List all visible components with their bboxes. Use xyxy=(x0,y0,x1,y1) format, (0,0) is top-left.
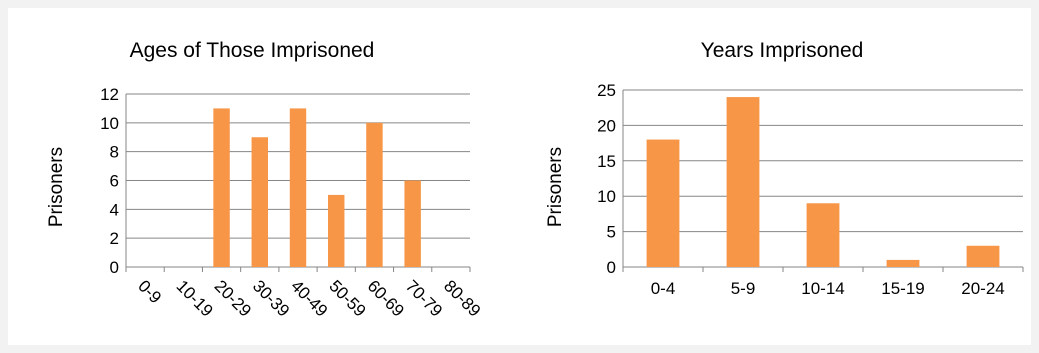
y-tick-label: 12 xyxy=(100,85,119,104)
years-chart: Years Imprisoned Prisoners 0 5 10 15 20 25 0-… xyxy=(545,39,1024,298)
ages-chart-bars xyxy=(213,108,421,268)
bar-70-79 xyxy=(404,180,421,267)
x-tick-label: 0-4 xyxy=(651,279,676,298)
y-tick-label: 8 xyxy=(110,143,119,162)
ages-chart-y-axis-label: Prisoners xyxy=(46,147,67,227)
years-chart-bars xyxy=(646,97,1000,267)
y-tick-label: 10 xyxy=(100,114,119,133)
ages-chart-title: Ages of Those Imprisoned xyxy=(130,39,375,62)
y-tick-label: 15 xyxy=(597,152,616,171)
years-chart-x-tick-labels: 0-4 5-9 10-14 15-19 20-24 xyxy=(651,279,1005,298)
years-chart-title: Years Imprisoned xyxy=(701,39,864,62)
bar-20-29 xyxy=(213,108,230,268)
bar-50-59 xyxy=(328,194,345,267)
bar-40-49 xyxy=(289,108,307,268)
y-tick-label: 0 xyxy=(110,258,119,277)
x-tick-label: 5-9 xyxy=(731,279,756,298)
y-tick-label: 4 xyxy=(110,200,119,219)
x-tick-label: 15-19 xyxy=(881,279,924,298)
bar-20-24 xyxy=(966,245,1000,267)
ages-chart: Ages of Those Imprisoned Prisoners 0 2 4 6 8… xyxy=(46,39,484,321)
bar-0-4 xyxy=(646,139,680,267)
chart-area-background xyxy=(8,8,1031,345)
y-tick-label: 10 xyxy=(597,187,616,206)
bar-60-69 xyxy=(366,122,383,267)
y-tick-label: 0 xyxy=(607,258,616,277)
years-chart-y-tick-labels: 0 5 10 15 20 25 xyxy=(597,81,616,277)
bar-15-19 xyxy=(886,259,920,267)
bar-10-14 xyxy=(806,203,840,267)
x-tick-label: 20-24 xyxy=(961,279,1004,298)
y-tick-label: 6 xyxy=(110,172,119,191)
x-tick-label: 10-14 xyxy=(801,279,844,298)
y-tick-label: 25 xyxy=(597,81,616,100)
y-tick-label: 2 xyxy=(110,229,119,248)
y-tick-label: 5 xyxy=(607,223,616,242)
ages-chart-y-tick-labels: 0 2 4 6 8 10 12 xyxy=(100,85,119,277)
years-chart-y-axis-label: Prisoners xyxy=(545,147,566,227)
bar-5-9 xyxy=(726,97,760,267)
bar-30-39 xyxy=(251,137,268,267)
y-tick-label: 20 xyxy=(597,116,616,135)
